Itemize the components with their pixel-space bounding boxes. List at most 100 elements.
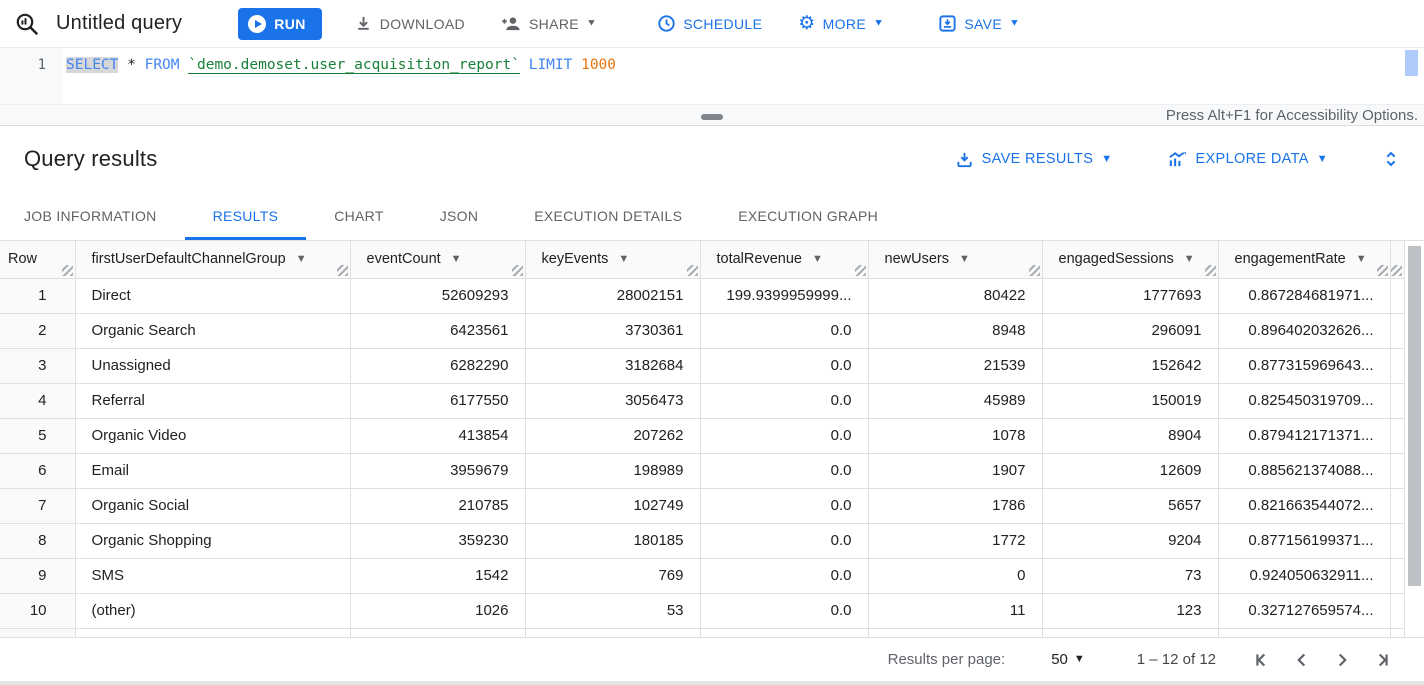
table-cell[interactable]: 1.0 [1218,628,1391,637]
tab-results[interactable]: RESULTS [184,192,307,240]
table-cell[interactable]: 3182684 [525,348,701,384]
column-resize-handle[interactable] [686,264,698,276]
table-cell[interactable]: 52609293 [350,278,526,314]
table-cell[interactable]: 296091 [1042,313,1219,349]
table-cell[interactable]: 152642 [1042,348,1219,384]
table-cell[interactable]: 3056473 [525,383,701,419]
sql-editor[interactable]: 1 SELECT * FROM `demo.demoset.user_acqui… [0,48,1424,104]
column-header-engagementRate[interactable]: engagementRate ▼ [1218,241,1391,279]
row-number-cell[interactable]: 1 [0,278,76,314]
sql-table-reference[interactable]: `demo.demoset.user_acquisition_report` [188,57,520,74]
table-cell[interactable]: 0.896402032626... [1218,313,1391,349]
sql-code-line[interactable]: SELECT * FROM `demo.demoset.user_acquisi… [66,57,616,74]
row-number-cell[interactable]: 7 [0,488,76,524]
column-header-keyEvents[interactable]: keyEvents ▼ [525,241,701,279]
table-scrollbar[interactable] [1404,241,1424,637]
table-cell[interactable]: 8948 [868,313,1043,349]
table-cell[interactable]: 5657 [1042,488,1219,524]
table-cell[interactable]: Organic Social [75,488,351,524]
tab-execution-details[interactable]: EXECUTION DETAILS [506,192,710,240]
table-cell[interactable]: 28002151 [525,278,701,314]
column-header-engagedSessions[interactable]: engagedSessions ▼ [1042,241,1219,279]
column-header-newUsers[interactable]: newUsers ▼ [868,241,1043,279]
table-cell[interactable]: 12609 [1042,453,1219,489]
table-cell[interactable]: 6282290 [350,348,526,384]
row-number-cell[interactable]: 11 [0,628,76,637]
row-number-cell[interactable]: 8 [0,523,76,559]
tab-chart[interactable]: CHART [306,192,411,240]
table-cell[interactable]: 1772 [868,523,1043,559]
table-cell[interactable]: 11 [868,593,1043,629]
row-number-cell[interactable]: 4 [0,383,76,419]
tab-execution-graph[interactable]: EXECUTION GRAPH [710,192,906,240]
table-cell[interactable]: 3959679 [350,453,526,489]
first-page-icon[interactable] [1242,640,1282,680]
table-cell[interactable]: 359230 [350,523,526,559]
column-resize-handle[interactable] [61,264,73,276]
column-menu-icon[interactable]: ▼ [811,253,823,266]
table-cell[interactable]: 0.924050632911... [1218,558,1391,594]
table-cell[interactable]: 413854 [350,418,526,454]
table-cell[interactable]: 0.879412171371... [1218,418,1391,454]
row-number-cell[interactable]: 10 [0,593,76,629]
table-cell[interactable]: 53 [525,593,701,629]
table-cell[interactable]: 34 [1042,628,1219,637]
splitter-drag-handle[interactable] [701,114,723,120]
tab-json[interactable]: JSON [412,192,507,240]
column-resize-handle[interactable] [1376,264,1388,276]
editor-scrollbar-thumb[interactable] [1405,50,1418,76]
row-number-cell[interactable]: 5 [0,418,76,454]
table-cell[interactable]: 1078 [868,418,1043,454]
save-results-button[interactable]: SAVE RESULTS ▼ [947,144,1121,175]
table-cell[interactable]: Organic Shopping [75,523,351,559]
table-cell[interactable]: 0.0 [700,383,869,419]
run-button[interactable]: RUN [238,7,322,40]
column-menu-icon[interactable]: ▼ [1355,253,1367,266]
table-cell[interactable]: 0.821663544072... [1218,488,1391,524]
table-cell[interactable]: 0.867284681971... [1218,278,1391,314]
table-cell[interactable]: 0.877315969643... [1218,348,1391,384]
table-cell[interactable]: 123 [1042,593,1219,629]
column-resize-handle[interactable] [1204,264,1216,276]
more-button[interactable]: ⚙ MORE ▼ [794,0,888,48]
next-page-icon[interactable] [1322,640,1362,680]
download-button[interactable]: DOWNLOAD [350,0,469,48]
table-cell[interactable]: 0.885621374088... [1218,453,1391,489]
tab-job-information[interactable]: JOB INFORMATION [0,192,185,240]
table-cell[interactable]: 134 [525,628,701,637]
table-cell[interactable]: Organic Search [75,313,351,349]
table-cell[interactable]: 0 [868,558,1043,594]
table-cell[interactable]: 0.877156199371... [1218,523,1391,559]
column-header-eventCount[interactable]: eventCount ▼ [350,241,526,279]
table-cell[interactable]: 937 [350,628,526,637]
table-cell[interactable]: 0.0 [700,558,869,594]
table-cell[interactable]: 180185 [525,523,701,559]
explore-data-button[interactable]: EXPLORE DATA ▼ [1159,144,1337,175]
table-cell[interactable]: 0.0 [700,523,869,559]
column-menu-icon[interactable]: ▼ [958,253,970,266]
table-cell[interactable]: 207262 [525,418,701,454]
table-cell[interactable]: 0.0 [700,593,869,629]
table-cell[interactable]: 769 [525,558,701,594]
table-scrollbar-thumb[interactable] [1408,246,1421,586]
table-cell[interactable]: 21539 [868,348,1043,384]
table-cell[interactable]: 6423561 [350,313,526,349]
table-cell[interactable]: Paid Social [75,628,351,637]
column-resize-handle[interactable] [511,264,523,276]
column-resize-handle[interactable] [1028,264,1040,276]
table-cell[interactable]: 8904 [1042,418,1219,454]
table-cell[interactable]: 0.327127659574... [1218,593,1391,629]
table-cell[interactable]: 80422 [868,278,1043,314]
table-cell[interactable]: 0.825450319709... [1218,383,1391,419]
table-cell[interactable]: 0.0 [700,313,869,349]
table-cell[interactable]: Unassigned [75,348,351,384]
table-cell[interactable]: Email [75,453,351,489]
table-cell[interactable]: 3730361 [525,313,701,349]
table-cell[interactable]: 1786 [868,488,1043,524]
table-cell[interactable]: 210785 [350,488,526,524]
table-cell[interactable]: SMS [75,558,351,594]
table-cell[interactable]: 3 [868,628,1043,637]
table-cell[interactable]: 198989 [525,453,701,489]
table-cell[interactable]: 199.9399959999... [700,278,869,314]
page-size-select[interactable]: 50 ▼ [1051,651,1085,668]
